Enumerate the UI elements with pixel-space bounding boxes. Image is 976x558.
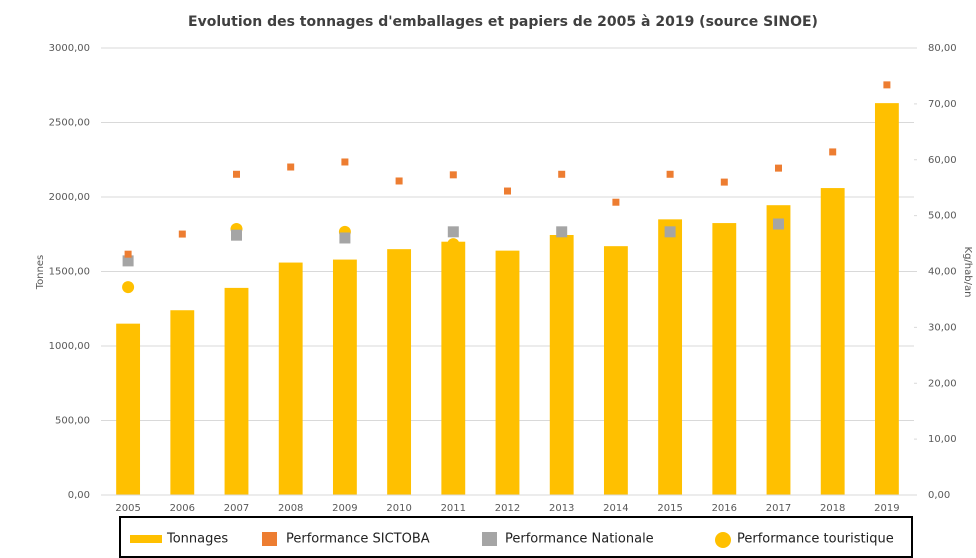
point bbox=[504, 187, 511, 195]
x-tick-label: 2009 bbox=[332, 503, 357, 514]
legend-label: Tonnages bbox=[166, 532, 228, 547]
point bbox=[395, 177, 403, 185]
point bbox=[664, 226, 676, 238]
point bbox=[449, 171, 457, 179]
y2-tick-label: 0,00 bbox=[928, 490, 950, 501]
point bbox=[556, 226, 568, 238]
y2-tick-label: 20,00 bbox=[928, 378, 957, 389]
legend-swatch bbox=[482, 532, 497, 546]
point bbox=[720, 178, 728, 186]
point bbox=[775, 164, 782, 172]
x-tick-label: 2013 bbox=[549, 503, 574, 514]
point bbox=[447, 226, 459, 238]
point bbox=[122, 281, 135, 294]
x-tick-label: 2008 bbox=[278, 503, 303, 514]
x-tick-label: 2012 bbox=[495, 503, 520, 514]
y-tick-label: 2500,00 bbox=[49, 118, 90, 129]
point bbox=[558, 170, 566, 178]
point bbox=[231, 229, 242, 241]
x-tick-label: 2016 bbox=[712, 503, 737, 514]
y2-tick-label: 10,00 bbox=[928, 434, 957, 445]
point bbox=[829, 148, 837, 156]
legend-swatch bbox=[262, 532, 277, 546]
y-axis-label: Tonnes bbox=[35, 255, 46, 291]
bar bbox=[224, 287, 249, 495]
x-tick-label: 2017 bbox=[766, 503, 791, 514]
point bbox=[612, 198, 620, 206]
point bbox=[883, 81, 891, 89]
bar bbox=[278, 262, 303, 495]
point bbox=[666, 170, 674, 178]
y2-tick-label: 30,00 bbox=[928, 322, 957, 333]
y-tick-label: 500,00 bbox=[55, 416, 90, 427]
y-tick-label: 3000,00 bbox=[49, 43, 90, 54]
y-tick-label: 0,00 bbox=[68, 490, 90, 501]
x-tick-label: 2018 bbox=[820, 503, 845, 514]
legend-box bbox=[119, 516, 913, 558]
point bbox=[124, 250, 132, 258]
legend-label: Performance Nationale bbox=[505, 532, 654, 547]
y-tick-label: 2000,00 bbox=[49, 192, 90, 203]
point bbox=[122, 255, 134, 267]
point bbox=[287, 163, 295, 171]
bar bbox=[874, 103, 899, 495]
y2-axis-label: Kg/hab/an bbox=[962, 247, 973, 298]
x-tick-label: 2011 bbox=[441, 503, 466, 514]
y2-tick-label: 60,00 bbox=[928, 155, 957, 166]
bar bbox=[495, 250, 520, 495]
x-tick-label: 2005 bbox=[115, 503, 140, 514]
legend-label: Performance touristique bbox=[737, 532, 894, 547]
bar bbox=[549, 234, 574, 495]
y2-tick-label: 50,00 bbox=[928, 211, 957, 222]
bar bbox=[820, 188, 845, 495]
bar bbox=[170, 310, 195, 495]
bar bbox=[603, 246, 628, 495]
y-tick-label: 1500,00 bbox=[49, 267, 90, 278]
point bbox=[178, 230, 186, 238]
bar bbox=[387, 249, 412, 495]
chart-title: Evolution des tonnages d'emballages et p… bbox=[188, 14, 818, 30]
bar bbox=[116, 323, 141, 495]
bar bbox=[658, 219, 683, 495]
y-tick-label: 1000,00 bbox=[49, 341, 90, 352]
legend-label: Performance SICTOBA bbox=[286, 532, 430, 547]
x-tick-label: 2015 bbox=[657, 503, 682, 514]
point bbox=[233, 170, 240, 178]
point bbox=[773, 218, 784, 230]
point bbox=[341, 158, 349, 166]
x-tick-label: 2014 bbox=[603, 503, 628, 514]
bar bbox=[766, 205, 791, 495]
y2-tick-label: 40,00 bbox=[928, 267, 957, 278]
legend-swatch bbox=[715, 532, 731, 548]
x-tick-label: 2006 bbox=[170, 503, 195, 514]
bar bbox=[441, 241, 466, 495]
x-tick-label: 2010 bbox=[386, 503, 411, 514]
y2-tick-label: 70,00 bbox=[928, 99, 957, 110]
point bbox=[447, 238, 460, 251]
bar bbox=[712, 223, 737, 495]
point bbox=[339, 232, 351, 244]
legend-swatch bbox=[130, 535, 162, 543]
x-tick-label: 2007 bbox=[224, 503, 249, 514]
bar bbox=[332, 259, 357, 495]
y2-tick-label: 80,00 bbox=[928, 43, 957, 54]
x-tick-label: 2019 bbox=[874, 503, 899, 514]
